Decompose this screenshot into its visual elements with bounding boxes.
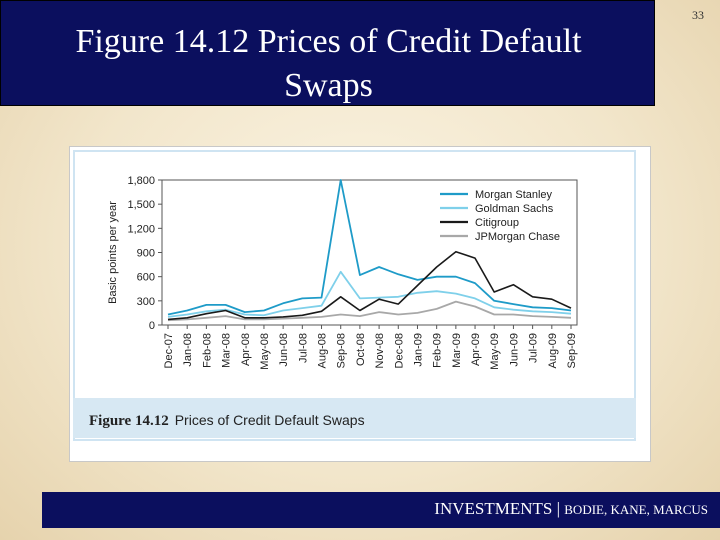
x-tick-label: Jan-08: [182, 333, 194, 367]
x-tick-label: Jun-08: [278, 333, 290, 367]
footer-separator: |: [552, 499, 565, 518]
footer-authors: BODIE, KANE, MARCUS: [564, 502, 708, 517]
y-tick-label: 300: [137, 296, 155, 308]
footer-bar: INVESTMENTS | BODIE, KANE, MARCUS: [42, 492, 720, 528]
x-tick-label: May-09: [489, 333, 501, 370]
x-tick-label: Mar-09: [451, 333, 463, 368]
series-line-morgan-stanley: [167, 179, 572, 316]
figure-panel: [73, 150, 636, 441]
x-tick-label: Aug-09: [547, 333, 559, 368]
y-tick-label: 0: [149, 320, 155, 332]
y-tick-label: 900: [137, 248, 155, 260]
y-tick-label: 600: [137, 272, 155, 284]
x-tick-label: Apr-09: [470, 333, 482, 366]
plot-frame: [161, 179, 578, 326]
legend-label-morgan-stanley: Morgan Stanley: [475, 189, 553, 201]
x-tick-label: Sep-08: [336, 333, 348, 368]
slide-title-line-1: Figure 14.12 Prices of Credit Default: [75, 23, 582, 60]
x-tick-label: Apr-08: [240, 333, 252, 366]
title-bar: Figure 14.12 Prices of Credit Default Sw…: [0, 0, 655, 106]
slide-title-line-2: Swaps: [284, 67, 373, 104]
x-tick-label: Jul-09: [528, 333, 540, 363]
x-tick-label: Sep-09: [566, 333, 578, 368]
y-tick-label: 1,200: [127, 223, 155, 235]
y-tick-label: 1,500: [127, 199, 155, 211]
footer-book-title: INVESTMENTS: [434, 499, 553, 518]
legend-label-jpmorgan-chase: JPMorgan Chase: [475, 231, 560, 243]
y-axis-label: Basic points per year: [107, 201, 119, 304]
x-tick-label: Dec-07: [163, 333, 175, 368]
figure-frame: 0 300 600 900 1,200 1,500 1,800 Basic points pe…: [69, 146, 651, 462]
slide-number: 33: [692, 8, 704, 22]
footer-text: INVESTMENTS | BODIE, KANE, MARCUS: [434, 499, 708, 519]
x-tick-label: May-08: [259, 333, 271, 370]
figure-caption-text: Prices of Credit Default Swaps: [174, 412, 365, 428]
x-tick-label: Feb-08: [201, 333, 213, 368]
figure-caption-label: Figure 14.12: [89, 413, 169, 429]
x-tick-label: Aug-08: [317, 333, 329, 368]
x-tick-label: Oct-08: [355, 333, 367, 366]
cds-price-chart: 0 300 600 900 1,200 1,500 1,800 Basic points pe…: [107, 175, 578, 370]
x-tick-label: Feb-09: [432, 333, 444, 368]
figure-caption-band: Figure 14.12 Prices of Credit Default Swa…: [73, 398, 636, 438]
series-line-jpmorgan-chase: [167, 300, 572, 322]
x-tick-label: Nov-08: [374, 333, 386, 368]
series-line-goldman-sachs: [167, 270, 572, 318]
x-tick-label: Mar-08: [221, 333, 233, 368]
x-tick-label: Dec-08: [393, 333, 405, 368]
figure-caption: Figure 14.12 Prices of Credit Default Swa…: [89, 412, 365, 430]
x-tick-label: Jun-09: [508, 333, 520, 367]
x-tick-label: Jan-09: [412, 333, 424, 367]
y-tick-label: 1,800: [127, 175, 155, 187]
x-tick-label: Jul-08: [297, 333, 309, 363]
series-line-citigroup: [167, 250, 572, 321]
legend-label-citigroup: Citigroup: [475, 217, 519, 229]
legend-label-goldman-sachs: Goldman Sachs: [475, 203, 554, 215]
